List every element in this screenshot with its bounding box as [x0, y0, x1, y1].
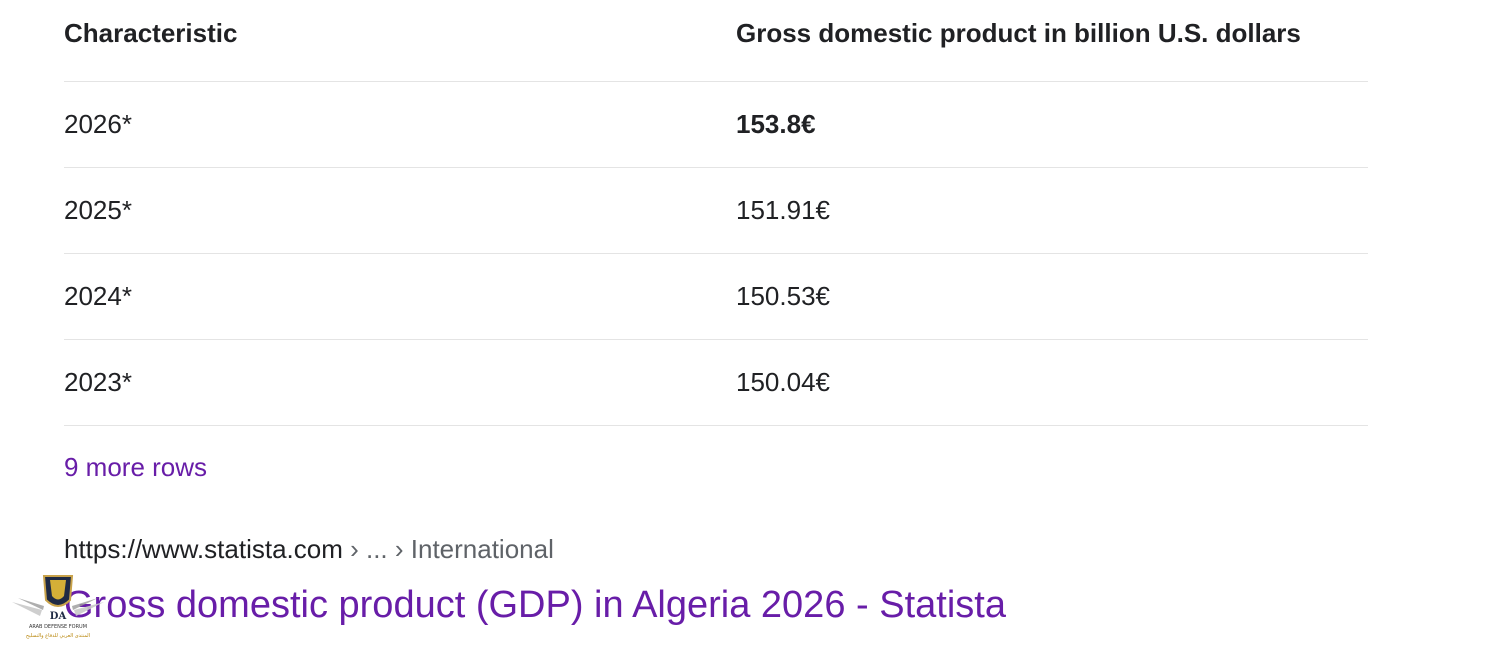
breadcrumb-separator: › — [387, 534, 411, 564]
breadcrumb-separator: › — [342, 534, 366, 564]
table-row: 2026* 153.8€ — [64, 82, 1368, 168]
breadcrumb-site: https://www.statista.com — [64, 534, 343, 564]
row-value: 150.04€ — [736, 367, 830, 397]
breadcrumb-ellipsis: ... — [365, 534, 388, 564]
result-breadcrumb[interactable]: https://www.statista.com › ... › Interna… — [64, 534, 554, 565]
table-row: 2025* 151.91€ — [64, 168, 1368, 254]
row-year: 2026* — [64, 109, 132, 139]
table-row: 2024* 150.53€ — [64, 254, 1368, 340]
more-rows-link[interactable]: 9 more rows — [64, 452, 208, 482]
header-gdp: Gross domestic product in billion U.S. d… — [736, 18, 1301, 48]
row-year: 2025* — [64, 195, 132, 225]
row-year: 2023* — [64, 367, 132, 397]
result-title-link[interactable]: Gross domestic product (GDP) in Algeria … — [64, 584, 1006, 626]
header-characteristic: Characteristic — [64, 18, 238, 48]
table-row: 2023* 150.04€ — [64, 340, 1368, 426]
gdp-table: Characteristic Gross domestic product in… — [64, 0, 1368, 426]
row-value: 151.91€ — [736, 195, 830, 225]
row-value: 150.53€ — [736, 281, 830, 311]
watermark-initials: DA — [50, 611, 67, 622]
row-value: 153.8€ — [736, 109, 816, 139]
watermark-line1: ARAB DEFENSE FORUM — [29, 624, 87, 630]
watermark-line2: المنتدى العربي للدفاع والتسليح — [26, 633, 90, 639]
table-header-row: Characteristic Gross domestic product in… — [64, 0, 1368, 82]
watermark-logo: DA ARAB DEFENSE FORUM المنتدى العربي للد… — [12, 575, 104, 639]
row-year: 2024* — [64, 281, 132, 311]
breadcrumb-section: International — [410, 534, 554, 564]
